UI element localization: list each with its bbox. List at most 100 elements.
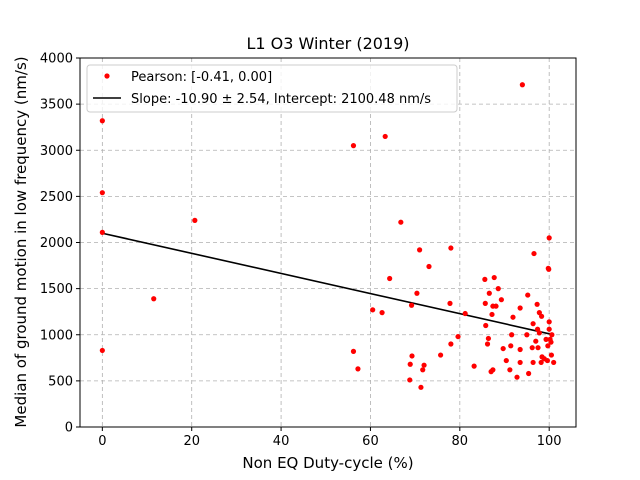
data-point — [482, 300, 488, 306]
legend-marker-points — [104, 73, 110, 79]
y-tick-label: 1000 — [40, 328, 73, 343]
y-tick-label: 2500 — [40, 190, 73, 205]
data-point — [544, 357, 551, 364]
data-point — [524, 332, 530, 338]
data-point — [509, 332, 515, 338]
data-point — [546, 266, 552, 272]
data-point — [545, 343, 551, 349]
data-point — [531, 250, 537, 257]
x-tick-label: 0 — [98, 434, 106, 449]
grid — [80, 57, 576, 428]
data-point — [543, 336, 549, 342]
legend-label-points: Pearson: [-0.41, 0.00] — [131, 70, 272, 85]
data-point — [529, 345, 535, 351]
data-point — [534, 301, 540, 307]
legend: Pearson: [-0.41, 0.00] Slope: -10.90 ± 2… — [86, 64, 458, 113]
y-tick-label: 3000 — [40, 144, 73, 159]
data-point — [99, 190, 105, 196]
data-point — [483, 322, 489, 329]
data-point — [407, 361, 413, 367]
fit-line-layer — [102, 232, 554, 336]
x-axis-label: Non EQ Duty-cycle (%) — [242, 454, 413, 472]
data-point — [151, 296, 157, 302]
data-point — [407, 377, 413, 383]
data-point — [99, 229, 105, 235]
y-tick-label: 4000 — [40, 52, 73, 67]
data-point — [498, 297, 504, 303]
data-point — [526, 370, 532, 377]
data-point — [99, 347, 105, 354]
data-point — [398, 219, 404, 225]
data-point — [551, 359, 557, 366]
data-point — [370, 307, 376, 313]
data-point — [418, 384, 424, 390]
y-tick-label: 500 — [48, 374, 73, 389]
data-point — [507, 367, 513, 373]
data-point — [546, 319, 552, 325]
x-tick-label: 100 — [537, 434, 562, 449]
data-point — [447, 300, 453, 306]
x-tick-label: 40 — [273, 434, 290, 449]
x-tick-label: 60 — [362, 434, 379, 449]
legend-box — [86, 64, 458, 113]
data-point — [420, 367, 426, 373]
data-point — [500, 345, 506, 352]
data-point — [471, 363, 477, 369]
data-point — [486, 290, 492, 296]
data-point — [548, 352, 555, 358]
chart-title: L1 O3 Winter (2019) — [246, 34, 409, 53]
data-point — [548, 339, 554, 345]
data-point — [546, 235, 552, 241]
data-point — [417, 247, 423, 253]
y-tick-label: 1500 — [40, 282, 73, 297]
data-point — [455, 333, 461, 340]
data-point — [517, 305, 523, 311]
data-point — [484, 341, 491, 347]
data-point — [414, 290, 420, 296]
data-point — [517, 346, 523, 353]
data-point — [409, 353, 415, 359]
data-point — [517, 359, 523, 366]
data-point — [448, 245, 454, 251]
data-point — [530, 321, 536, 327]
y-tick-label: 0 — [65, 421, 73, 436]
data-point — [535, 345, 541, 351]
y-axis-label: Median of ground motion in low frequency… — [12, 56, 30, 427]
y-tick-label: 3500 — [40, 98, 73, 113]
data-point — [379, 310, 385, 316]
data-point — [491, 274, 497, 281]
data-point — [192, 217, 198, 223]
data-point — [482, 276, 488, 282]
data-point — [514, 374, 520, 380]
data-point — [538, 359, 544, 366]
x-tick-label: 20 — [183, 434, 200, 449]
data-point — [408, 302, 415, 308]
data-point — [533, 338, 539, 344]
data-point — [546, 326, 552, 332]
data-point — [525, 292, 531, 298]
data-point — [99, 118, 105, 124]
y-tick-label: 2000 — [40, 236, 73, 251]
fit-line — [102, 232, 554, 336]
data-point — [536, 330, 542, 336]
data-point — [508, 343, 514, 349]
data-point — [519, 82, 525, 88]
data-point — [350, 143, 357, 149]
data-point — [438, 352, 444, 358]
data-point — [387, 275, 393, 282]
data-point — [448, 341, 454, 347]
data-point — [549, 332, 555, 338]
points-layer — [99, 82, 557, 390]
data-point — [510, 314, 516, 320]
data-point — [426, 263, 432, 270]
data-point — [382, 133, 388, 140]
data-point — [530, 359, 536, 366]
data-point — [462, 310, 468, 317]
x-tick-label: 80 — [452, 434, 469, 449]
y-axis: 0 500 1000 1500 2000 2500 3000 3500 4000 — [40, 52, 80, 436]
data-point — [485, 335, 492, 342]
x-axis: 0 20 40 60 80 100 — [98, 427, 562, 449]
legend-label-fit-line: Slope: -10.90 ± 2.54, Intercept: 2100.48… — [131, 92, 431, 107]
data-point — [489, 311, 495, 318]
